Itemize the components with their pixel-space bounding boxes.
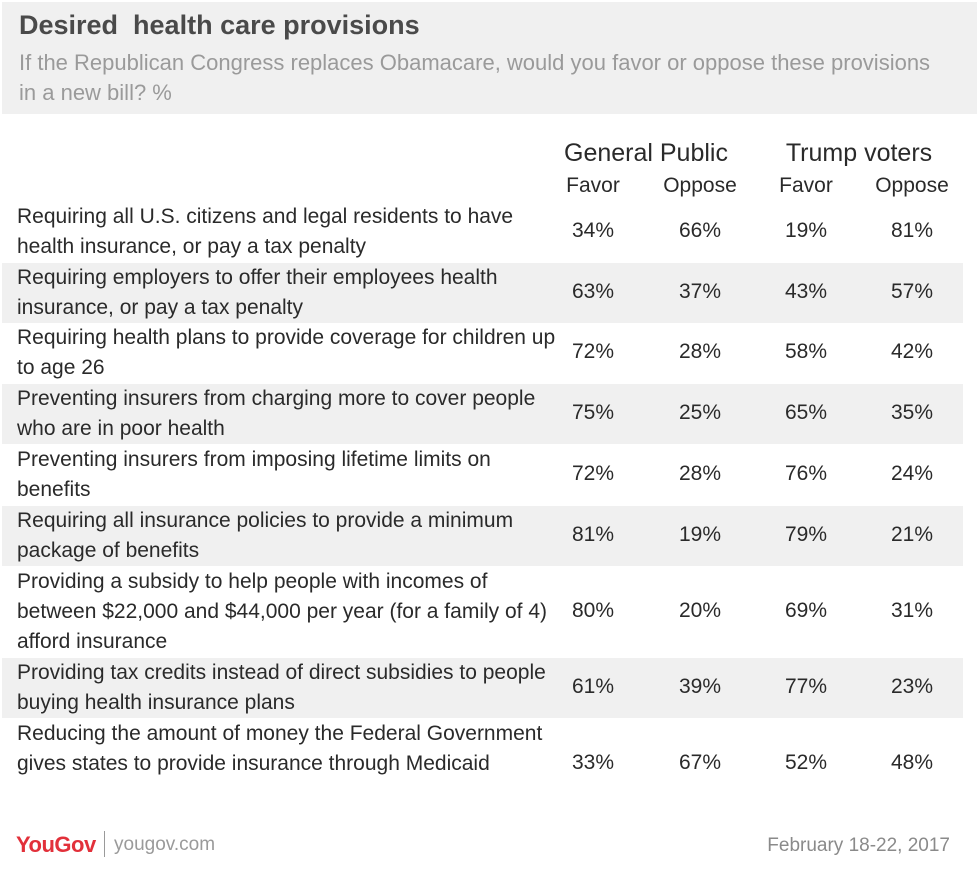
value-cell: 35% bbox=[890, 401, 934, 424]
row-label: Preventing insurers from imposing lifeti… bbox=[17, 448, 491, 501]
value-cell: 72% bbox=[571, 462, 615, 485]
row-label: Providing a subsidy to help people with … bbox=[17, 570, 548, 653]
value-cell: 25% bbox=[678, 401, 722, 424]
table-row: Requiring employers to offer their emplo… bbox=[2, 263, 963, 323]
value-cell: 79% bbox=[784, 523, 828, 546]
row-label: Requiring all U.S. citizens and legal re… bbox=[17, 205, 514, 258]
value-cell: 52% bbox=[784, 751, 828, 774]
value-cell: 21% bbox=[890, 523, 934, 546]
value-cell: 42% bbox=[890, 340, 934, 363]
value-cell: 58% bbox=[784, 340, 828, 363]
value-cell: 19% bbox=[678, 523, 722, 546]
footer-divider bbox=[104, 831, 105, 857]
value-cell: 76% bbox=[784, 462, 828, 485]
group-label-trump-voters: Trump voters bbox=[785, 139, 933, 167]
value-cell: 72% bbox=[571, 340, 615, 363]
value-cell: 43% bbox=[784, 280, 828, 303]
value-cell: 67% bbox=[678, 751, 722, 774]
chart-title: Desired health care provisions bbox=[19, 10, 420, 40]
col-label-gp-oppose: Oppose bbox=[663, 174, 737, 197]
value-cell: 24% bbox=[890, 462, 934, 485]
chart-subtitle: If the Republican Congress replaces Obam… bbox=[19, 50, 931, 105]
value-cell: 28% bbox=[678, 462, 722, 485]
table-row: Preventing insurers from imposing lifeti… bbox=[2, 445, 963, 505]
value-cell: 81% bbox=[571, 523, 615, 546]
value-cell: 48% bbox=[890, 751, 934, 774]
row-label: Providing tax credits instead of direct … bbox=[17, 661, 546, 714]
col-label-tv-favor: Favor bbox=[779, 174, 833, 197]
value-cell: 57% bbox=[890, 280, 934, 303]
table-row: Providing a subsidy to help people with … bbox=[2, 567, 963, 657]
footer-url: yougov.com bbox=[114, 834, 216, 855]
header-panel: Desired health care provisions If the Re… bbox=[2, 2, 977, 114]
value-cell: 63% bbox=[571, 280, 615, 303]
value-cell: 81% bbox=[890, 219, 934, 242]
value-cell: 20% bbox=[678, 599, 722, 622]
row-label: Requiring employers to offer their emplo… bbox=[17, 266, 498, 319]
yougov-logo: YouGov bbox=[16, 832, 96, 857]
value-cell: 19% bbox=[784, 219, 828, 242]
value-cell: 28% bbox=[678, 340, 722, 363]
table-row: Requiring health plans to provide covera… bbox=[2, 323, 963, 383]
group-label-general-public: General Public bbox=[564, 139, 728, 167]
table-row: Preventing insurers from charging more t… bbox=[2, 384, 963, 444]
row-label: Reducing the amount of money the Federal… bbox=[17, 722, 543, 775]
table-row: Reducing the amount of money the Federal… bbox=[2, 719, 963, 809]
value-cell: 75% bbox=[571, 401, 615, 424]
table-row: Requiring all U.S. citizens and legal re… bbox=[2, 202, 963, 262]
value-cell: 34% bbox=[571, 219, 615, 242]
value-cell: 69% bbox=[784, 599, 828, 622]
table-row: Requiring all insurance policies to prov… bbox=[2, 506, 963, 566]
value-cell: 33% bbox=[571, 751, 615, 774]
value-cell: 66% bbox=[678, 219, 722, 242]
row-label: Requiring all insurance policies to prov… bbox=[17, 509, 514, 562]
col-label-gp-favor: Favor bbox=[566, 174, 620, 197]
value-cell: 77% bbox=[784, 675, 828, 698]
footer-date: February 18-22, 2017 bbox=[767, 835, 950, 856]
value-cell: 23% bbox=[890, 675, 934, 698]
row-label: Preventing insurers from charging more t… bbox=[17, 387, 536, 440]
col-label-tv-oppose: Oppose bbox=[875, 174, 949, 197]
value-cell: 80% bbox=[571, 599, 615, 622]
value-cell: 61% bbox=[571, 675, 615, 698]
value-cell: 31% bbox=[890, 599, 934, 622]
table-row: Providing tax credits instead of direct … bbox=[2, 658, 963, 718]
value-cell: 37% bbox=[678, 280, 722, 303]
value-cell: 39% bbox=[678, 675, 722, 698]
value-cell: 65% bbox=[784, 401, 828, 424]
row-label: Requiring health plans to provide covera… bbox=[17, 326, 556, 379]
